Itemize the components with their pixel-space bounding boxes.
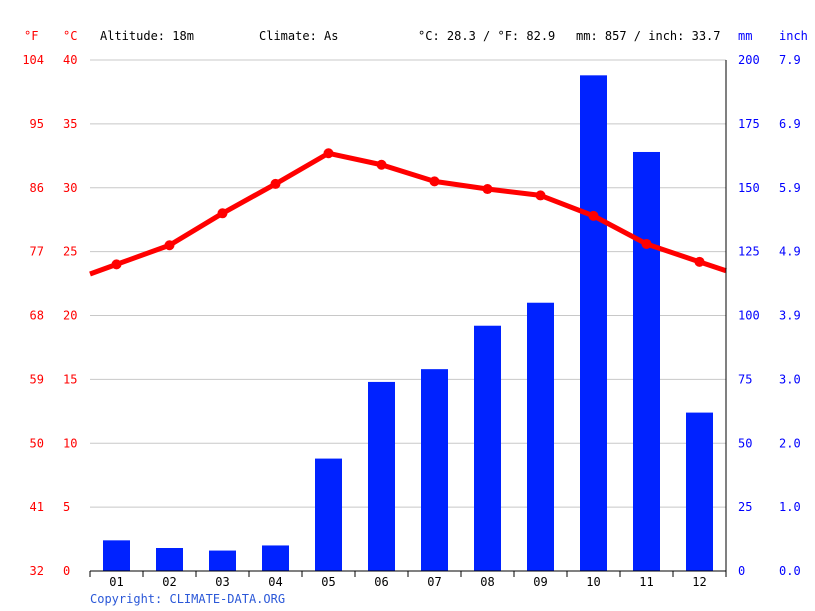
- celsius-tick-label: 10: [63, 436, 77, 450]
- grid-lines: [90, 59, 726, 508]
- fahrenheit-tick-label: 68: [30, 309, 44, 323]
- celsius-tick-label: 15: [63, 372, 77, 386]
- precipitation-bar-02: [156, 548, 183, 571]
- temperature-point-05: [323, 148, 334, 159]
- unit-inch: inch: [779, 29, 808, 43]
- temperature-point-04: [270, 178, 281, 189]
- x-tick-label: 08: [480, 575, 494, 589]
- x-tick-label: 01: [109, 575, 123, 589]
- x-tick-label: 10: [586, 575, 600, 589]
- fahrenheit-tick-label: 95: [30, 117, 44, 131]
- temperature-point-08: [482, 184, 493, 195]
- climate-label: Climate: As: [259, 29, 338, 43]
- celsius-tick-label: 40: [63, 53, 77, 67]
- x-axis: 01 02 03 04 05 06 07 08 09 10 11 12: [89, 60, 727, 589]
- mm-tick-label: 175: [738, 117, 760, 131]
- precipitation-bar-09: [527, 302, 554, 571]
- temperature-line: [89, 148, 727, 277]
- fahrenheit-tick-label: 59: [30, 372, 44, 386]
- mm-tick-label: 200: [738, 53, 760, 67]
- unit-celsius: °C: [63, 29, 77, 43]
- mm-tick-label: 0: [738, 564, 745, 578]
- mm-tick-label: 75: [738, 372, 752, 386]
- precipitation-bar-01: [103, 540, 130, 571]
- precipitation-bar-03: [209, 550, 236, 571]
- mm-tick-label: 25: [738, 500, 752, 514]
- precipitation-summary: mm: 857 / inch: 33.7: [576, 29, 721, 43]
- inch-tick-label: 1.0: [779, 500, 801, 514]
- copyright-link[interactable]: Copyright: CLIMATE-DATA.ORG: [90, 592, 286, 606]
- unit-fahrenheit: °F: [24, 29, 38, 43]
- x-tick-label: 06: [374, 575, 388, 589]
- celsius-tick-label: 35: [63, 117, 77, 131]
- temperature-point-06: [376, 159, 387, 170]
- temperature-summary: °C: 28.3 / °F: 82.9: [418, 29, 555, 43]
- celsius-tick-label: 30: [63, 181, 77, 195]
- mm-tick-label: 100: [738, 309, 760, 323]
- inch-tick-label: 2.0: [779, 436, 801, 450]
- x-tick-label: 05: [321, 575, 335, 589]
- fahrenheit-tick-label: 41: [30, 500, 44, 514]
- precipitation-bar-04: [262, 545, 289, 571]
- celsius-tick-label: 25: [63, 245, 77, 259]
- precipitation-bar-07: [421, 369, 448, 571]
- x-tick-label: 11: [639, 575, 653, 589]
- mm-tick-label: 150: [738, 181, 760, 195]
- unit-mm: mm: [738, 29, 752, 43]
- x-tick-label: 03: [215, 575, 229, 589]
- inch-tick-label: 4.9: [779, 245, 801, 259]
- temperature-line-path: [89, 150, 727, 277]
- inch-tick-label: 7.9: [779, 53, 801, 67]
- precipitation-bar-11: [633, 151, 660, 572]
- celsius-tick-label: 20: [63, 309, 77, 323]
- fahrenheit-tick-label: 77: [30, 245, 44, 259]
- inch-tick-label: 3.0: [779, 372, 801, 386]
- altitude-label: Altitude: 18m: [100, 29, 194, 43]
- precipitation-bar-05: [315, 458, 342, 571]
- x-tick-label: 04: [268, 575, 282, 589]
- x-tick-label: 12: [692, 575, 706, 589]
- precipitation-bar-10: [580, 75, 607, 571]
- temperature-point-10: [588, 210, 599, 221]
- mm-tick-label: 125: [738, 245, 760, 259]
- x-tick-label: 09: [533, 575, 547, 589]
- celsius-tick-label: 0: [63, 564, 70, 578]
- precipitation-bars: [103, 75, 713, 572]
- celsius-tick-label: 5: [63, 500, 70, 514]
- fahrenheit-tick-label: 32: [30, 564, 44, 578]
- precipitation-bar-06: [368, 381, 395, 571]
- inch-tick-label: 6.9: [779, 117, 801, 131]
- temperature-point-07: [429, 176, 440, 187]
- inch-tick-label: 3.9: [779, 309, 801, 323]
- temperature-point-03: [217, 208, 228, 219]
- mm-tick-label: 50: [738, 436, 752, 450]
- x-tick-label: 02: [162, 575, 176, 589]
- x-tick-label: 07: [427, 575, 441, 589]
- precipitation-bar-12: [686, 412, 713, 571]
- fahrenheit-tick-label: 86: [30, 181, 44, 195]
- axis-tick-labels: 104 40 200 7.995 35 175 6.986 30 150 5.977 25 125 4.…: [22, 53, 800, 578]
- inch-tick-label: 5.9: [779, 181, 801, 195]
- temperature-point-01: [111, 259, 122, 270]
- inch-tick-label: 0.0: [779, 564, 801, 578]
- temperature-point-11: [641, 238, 652, 249]
- fahrenheit-tick-label: 50: [30, 436, 44, 450]
- temperature-point-12: [694, 256, 705, 267]
- temperature-point-09: [535, 190, 546, 201]
- fahrenheit-tick-label: 104: [22, 53, 44, 67]
- temperature-point-02: [164, 240, 175, 251]
- precipitation-bar-08: [474, 325, 501, 571]
